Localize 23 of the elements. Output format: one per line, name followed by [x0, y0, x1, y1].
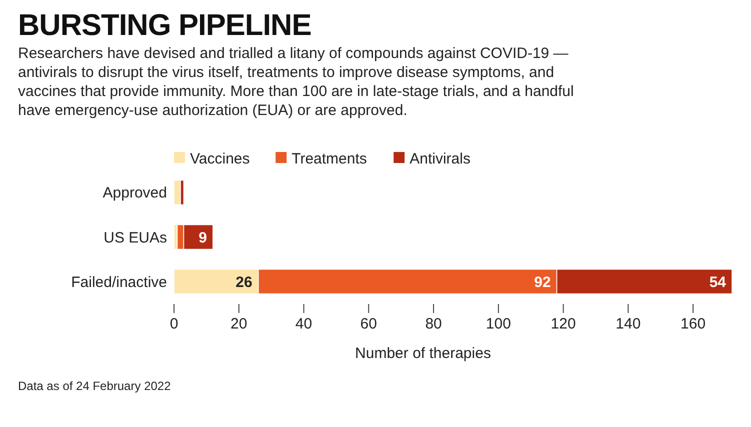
- data-label: 54: [709, 274, 727, 291]
- y-tick-label: Approved: [102, 184, 167, 202]
- x-tick-label: 80: [425, 316, 442, 333]
- legend-label: Vaccines: [190, 150, 250, 168]
- chart-title: BURSTING PIPELINE: [18, 9, 312, 42]
- x-tick-label: 40: [295, 316, 312, 333]
- x-axis-title: Number of therapies: [355, 345, 491, 362]
- x-tick-label: 0: [170, 316, 178, 333]
- x-tick-label: 60: [360, 316, 377, 333]
- x-tick-label: 100: [486, 316, 511, 333]
- y-tick-label: Failed/inactive: [71, 274, 167, 291]
- y-tick-label: US EUAs: [104, 229, 167, 246]
- legend-label: Antivirals: [410, 150, 470, 168]
- legend-label: Treatments: [292, 150, 367, 168]
- x-tick-label: 20: [230, 316, 248, 333]
- data-label: 92: [534, 274, 551, 291]
- chart-subtitle: Researchers have devised and trialled a litany of compounds against COVID-19 — antivirals to disrupt the virus itself, treatments to improve disease symptoms, and vaccines that provide immunity. More than 100 are in late-stage trials, and a handful have emergency-use authorization (EUA) or are approved.: [18, 45, 574, 119]
- data-label: 26: [236, 274, 252, 291]
- x-tick-label: 160: [680, 316, 706, 333]
- x-tick-label: 120: [550, 316, 576, 333]
- x-tick-label: 140: [616, 316, 641, 333]
- text: Data as of 24 February 2022: [18, 379, 172, 393]
- data-label: 9: [198, 229, 207, 246]
